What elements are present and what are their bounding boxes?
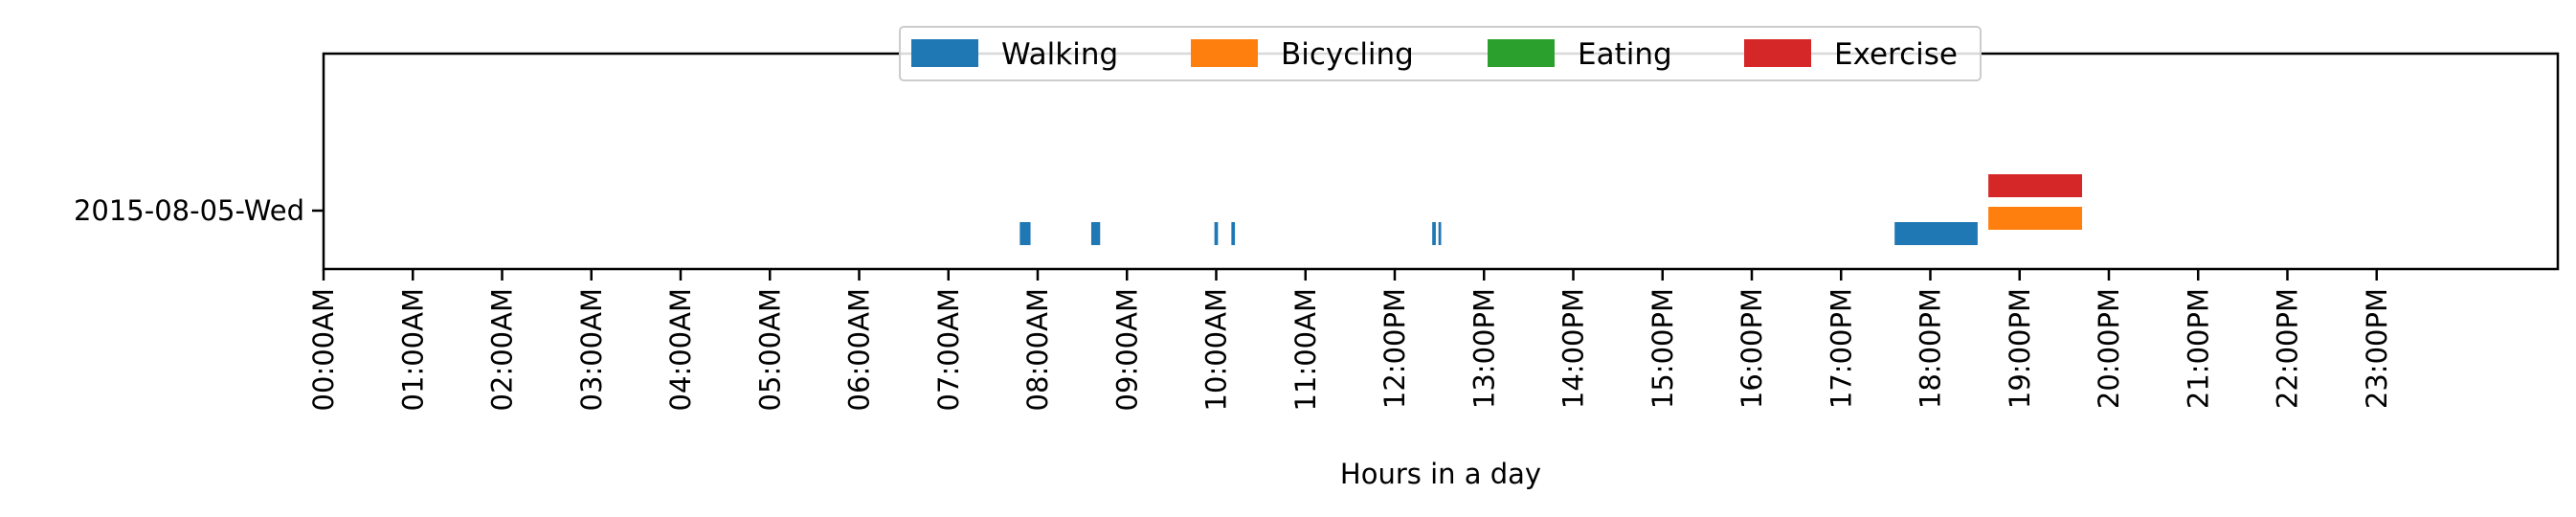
activity-bar-walking: [1090, 222, 1101, 245]
x-tick-label: 22:00PM: [2272, 288, 2304, 409]
x-tick-label: 10:00AM: [1200, 288, 1233, 411]
x-tick-label: 05:00AM: [753, 288, 786, 411]
x-tick-label: 13:00PM: [1467, 288, 1500, 409]
x-tick-label: 20:00PM: [2093, 288, 2125, 409]
x-tick-label: 02:00AM: [486, 288, 519, 411]
x-tick-label: 08:00AM: [1021, 288, 1054, 411]
activity-bar-exercise: [1988, 174, 2083, 197]
legend-label-eating: Eating: [1578, 37, 1672, 72]
x-tick-label: 07:00AM: [932, 288, 965, 411]
activity-bars: [1019, 174, 2083, 245]
activity-bar-bicycling: [1988, 207, 2083, 230]
x-tick-label: 03:00AM: [575, 288, 608, 411]
x-tick-label: 00:00AM: [307, 288, 340, 411]
legend-label-exercise: Exercise: [1834, 37, 1958, 72]
legend-swatch-eating: [1488, 39, 1555, 67]
x-tick-label: 12:00PM: [1378, 288, 1411, 409]
x-tick-label: 19:00PM: [2004, 288, 2036, 409]
activity-bar-walking: [1231, 222, 1236, 245]
legend-box: [899, 26, 1982, 81]
legend-swatch-exercise: [1744, 39, 1811, 67]
x-axis-title: Hours in a day: [1340, 458, 1541, 490]
activity-bar-walking: [1438, 222, 1442, 245]
y-tick-label: 2015-08-05-Wed: [74, 194, 304, 227]
x-tick-label: 15:00PM: [1646, 288, 1679, 409]
y-axis: 2015-08-05-Wed: [74, 194, 324, 227]
legend-label-bicycling: Bicycling: [1281, 37, 1414, 72]
x-tick-label: 17:00PM: [1825, 288, 1857, 409]
x-tick-label: 14:00PM: [1557, 288, 1590, 409]
legend-swatch-walking: [911, 39, 978, 67]
legend: Walking Bicycling Eating Exercise: [899, 26, 1982, 81]
x-tick-label: 18:00PM: [1915, 288, 1947, 409]
x-tick-label: 09:00AM: [1110, 288, 1143, 411]
activity-bar-walking: [1432, 222, 1436, 245]
legend-label-walking: Walking: [1001, 37, 1118, 72]
activity-bar-walking: [1894, 222, 1978, 245]
activity-bar-walking: [1214, 222, 1219, 245]
x-tick-label: 16:00PM: [1736, 288, 1768, 409]
x-tick-label: 21:00PM: [2182, 288, 2214, 409]
x-tick-label: 04:00AM: [664, 288, 697, 411]
x-tick-label: 23:00PM: [2361, 288, 2393, 409]
legend-swatch-bicycling: [1191, 39, 1258, 67]
activity-bar-walking: [1019, 222, 1031, 245]
x-axis: 00:00AM 01:00AM 02:00AM 03:00AM 04:00AM 05:00…: [307, 269, 2393, 411]
x-tick-label: 01:00AM: [396, 288, 429, 411]
x-tick-label: 06:00AM: [843, 288, 876, 411]
x-tick-label: 11:00AM: [1289, 288, 1322, 411]
